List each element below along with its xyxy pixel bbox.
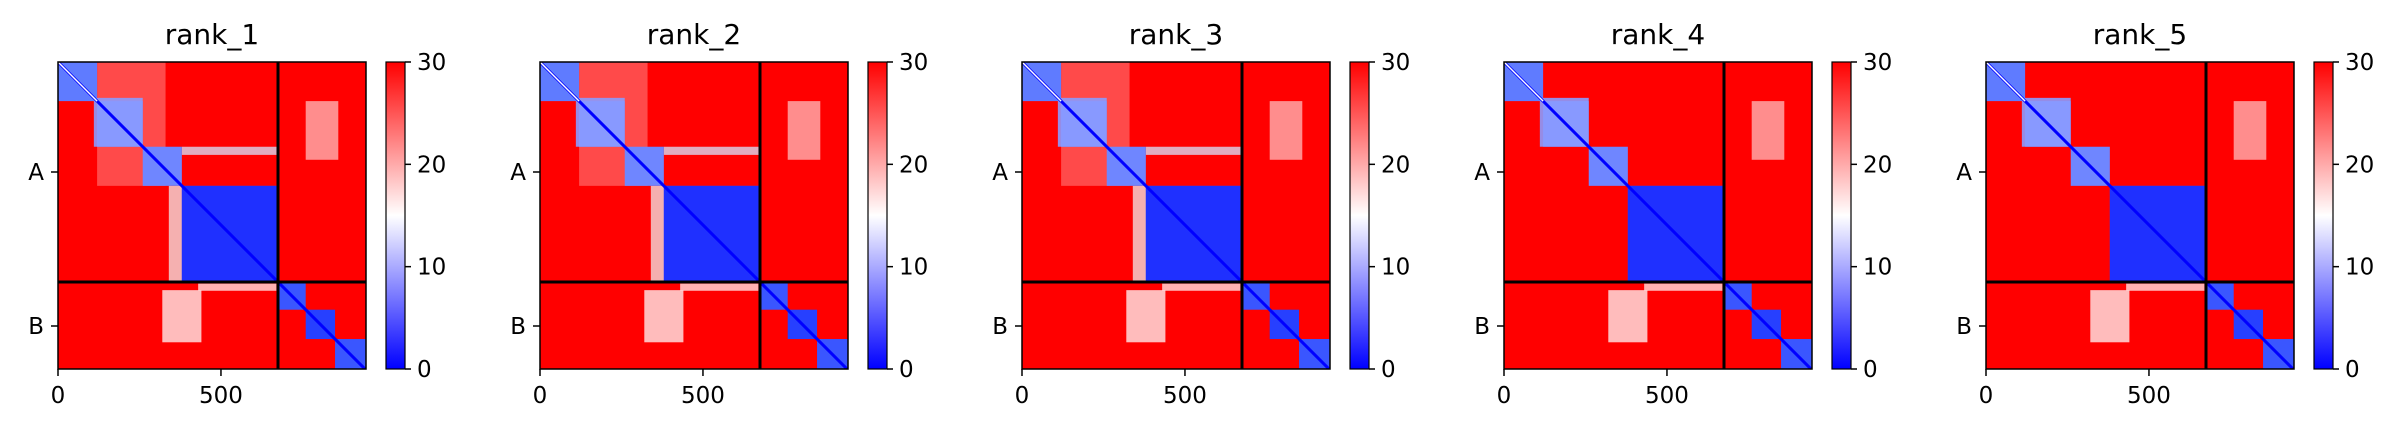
colorbar-tick-label: 10: [1381, 255, 1410, 281]
heatmap-band: [1145, 146, 1242, 155]
x-tick-label: 500: [199, 383, 243, 409]
colorbar-tick-label: 10: [899, 255, 928, 281]
colorbar: [1831, 61, 1852, 370]
heatmap-band: [644, 290, 684, 343]
heatmap-band: [650, 185, 666, 282]
colorbar-tick-label: 30: [899, 50, 928, 76]
x-tick-label: 500: [2127, 383, 2171, 409]
colorbar-tick-label: 0: [899, 357, 914, 383]
chain-label: B: [1474, 314, 1490, 340]
colorbar-tick-label: 30: [1381, 50, 1410, 76]
chain-label: B: [28, 314, 44, 340]
heatmap-diagonal: [1022, 62, 1330, 369]
colorbar: [867, 61, 888, 370]
panel-title: rank_3: [1129, 18, 1223, 51]
x-tick-label: 0: [533, 383, 548, 409]
heatmap-band: [1126, 290, 1166, 343]
heatmap-band: [181, 146, 278, 155]
colorbar: [1349, 61, 1370, 370]
plot-frame: [539, 61, 849, 370]
colorbar: [2313, 61, 2334, 370]
heatmap-band: [2126, 283, 2205, 291]
colorbar-tick-label: 0: [1863, 357, 1878, 383]
heatmap-band: [1269, 101, 1303, 160]
panel-title: rank_1: [165, 18, 259, 51]
chain-label: A: [1956, 160, 1972, 186]
pae-panel-rank_1: rank_1 0 500 A B 0 10 20 30: [28, 18, 446, 409]
plot-frame: [1985, 61, 2295, 370]
colorbar-tick-label: 30: [1863, 50, 1892, 76]
x-tick-label: 500: [681, 383, 725, 409]
heatmap-diagonal: [1986, 62, 2026, 102]
colorbar-tick-label: 20: [417, 152, 446, 178]
heatmap-diagonal: [58, 62, 98, 102]
x-tick-label: 500: [1163, 383, 1207, 409]
heatmap-band: [1644, 283, 1723, 291]
plot-frame: [1503, 61, 1813, 370]
heatmap-band: [1132, 185, 1148, 282]
colorbar-tick-label: 20: [2345, 152, 2374, 178]
x-tick-label: 500: [1645, 383, 1689, 409]
heatmap-diagonal: [1986, 62, 2294, 369]
heatmap-diagonal: [1504, 62, 1812, 369]
heatmap-band: [787, 101, 821, 160]
colorbar-tick-label: 20: [1863, 152, 1892, 178]
x-tick-label: 0: [1979, 383, 1994, 409]
x-tick-label: 0: [51, 383, 66, 409]
plot-frame: [1021, 61, 1331, 370]
heatmap-band: [162, 290, 202, 343]
heatmap-band: [198, 283, 277, 291]
x-tick-label: 0: [1497, 383, 1512, 409]
chain-label: A: [28, 160, 44, 186]
colorbar: [385, 61, 406, 370]
heatmap-band: [168, 185, 184, 282]
chain-label: B: [992, 314, 1008, 340]
chain-label: A: [510, 160, 526, 186]
colorbar-tick-label: 10: [1863, 255, 1892, 281]
chain-label: A: [992, 160, 1008, 186]
colorbar-tick-label: 10: [417, 255, 446, 281]
pae-panel-rank_3: rank_3 0 500 A B 0 10 20 30: [992, 18, 1410, 409]
chain-label: A: [1474, 160, 1490, 186]
colorbar-tick-label: 20: [1381, 152, 1410, 178]
heatmap-band: [2233, 101, 2267, 160]
panel-title: rank_2: [647, 18, 741, 51]
colorbar-tick-label: 0: [417, 357, 432, 383]
panel-title: rank_5: [2093, 18, 2187, 51]
heatmap-band: [2090, 290, 2130, 343]
heatmap-band: [1162, 283, 1241, 291]
heatmap-diagonal: [1022, 62, 1062, 102]
colorbar-tick-label: 0: [1381, 357, 1396, 383]
colorbar-tick-label: 20: [899, 152, 928, 178]
pae-panel-rank_5: rank_5 0 500 A B 0 10 20 30: [1956, 18, 2374, 409]
heatmap-band: [1751, 101, 1785, 160]
panel-title: rank_4: [1611, 18, 1705, 51]
plot-frame: [57, 61, 367, 370]
heatmap-diagonal: [58, 62, 366, 369]
chain-label: B: [1956, 314, 1972, 340]
colorbar-tick-label: 0: [2345, 357, 2360, 383]
x-tick-label: 0: [1015, 383, 1030, 409]
heatmap-band: [680, 283, 759, 291]
heatmap-band: [1608, 290, 1648, 343]
heatmap-diagonal: [540, 62, 848, 369]
colorbar-tick-label: 30: [2345, 50, 2374, 76]
heatmap-diagonal: [540, 62, 580, 102]
chain-label: B: [510, 314, 526, 340]
heatmap-band: [305, 101, 339, 160]
heatmap-diagonal: [1504, 62, 1544, 102]
colorbar-tick-label: 10: [2345, 255, 2374, 281]
heatmap-band: [663, 146, 760, 155]
colorbar-tick-label: 30: [417, 50, 446, 76]
pae-panel-rank_2: rank_2 0 500 A B 0 10 20 30: [510, 18, 928, 409]
pae-panel-rank_4: rank_4 0 500 A B 0 10 20 30: [1474, 18, 1892, 409]
